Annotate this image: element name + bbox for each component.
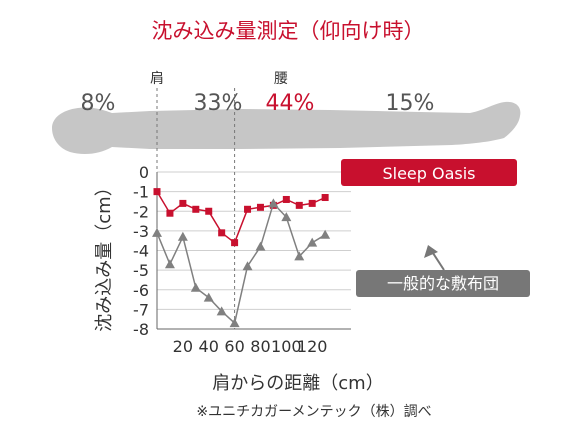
series-1-point-3 [190,282,201,292]
source-note: ※ユニチカガーメンテック（株）調べ [196,404,431,420]
series-0-point-8 [256,203,264,211]
body-percent-1: 8% [81,91,116,116]
series-0-point-6 [231,239,239,247]
series-1-point-7 [242,261,253,271]
series-line-1 [156,201,326,325]
y-tick-label-4: -4 [133,242,149,261]
series-0-point-1 [166,209,174,217]
body-percent-2: 33% [194,91,243,116]
x-tick-label-2: 60 [224,337,244,356]
y-tick-label-3: -3 [133,222,149,241]
series-1-point-11 [294,251,305,261]
legend-sleep-oasis-label: Sleep Oasis [382,164,475,183]
series-0-point-5 [218,229,226,237]
series-1-point-12 [307,237,318,247]
legend-futon-label: 一般的な敷布団 [387,274,499,293]
y-axis-label: 沈み込み量（cm） [94,178,115,331]
legend-sleep-oasis: Sleep Oasis [341,159,517,186]
series-1-point-10 [281,212,292,222]
x-tick-label-3: 80 [250,337,270,356]
x-tick-label-4: 100 [271,337,302,356]
series-1-point-2 [177,231,188,241]
body-silhouette [52,101,521,155]
legend-futon: 一般的な敷布団 [356,245,530,297]
series-group [152,188,331,328]
body-percent-3: 44% [266,91,315,116]
y-tick-label-0: 0 [139,163,149,182]
series-0-point-10 [282,195,290,203]
y-tick-label-7: -7 [133,300,149,319]
series-1-point-9 [268,198,279,208]
series-1-point-13 [320,229,331,239]
y-tick-label-2: -2 [133,202,149,221]
x-tick-label-5: 120 [297,337,328,356]
y-tick-label-5: -5 [133,261,149,280]
series-1-point-1 [164,259,175,269]
body-percent-4: 15% [386,91,435,116]
series-1-point-6 [229,318,240,328]
series-0-point-0 [153,188,161,196]
y-tick-label-6: -6 [133,281,149,300]
x-tick-label-1: 40 [199,337,219,356]
chart-title: 沈み込み量測定（仰向け時） [152,19,425,43]
series-1-point-8 [255,241,266,251]
series-0-point-12 [308,199,316,207]
y-axis-ticks: 0-1-2-3-4-5-6-7-8 [133,163,149,339]
series-0-point-7 [244,205,252,213]
y-tick-label-1: -1 [133,183,149,202]
series-0-point-3 [192,205,200,213]
waist-label: 腰 [274,71,288,87]
series-1-point-0 [152,227,162,237]
series-0-point-13 [321,194,329,202]
shoulder-label: 肩 [150,71,164,87]
series-1-point-5 [216,306,227,316]
y-tick-label-8: -8 [133,320,149,339]
series-0-point-2 [179,199,187,207]
series-0-point-4 [205,207,213,215]
x-axis-label: 肩からの距離（cm） [212,373,383,394]
series-1-point-4 [203,292,214,302]
x-tick-label-0: 20 [173,337,193,356]
series-0-point-11 [295,201,303,209]
